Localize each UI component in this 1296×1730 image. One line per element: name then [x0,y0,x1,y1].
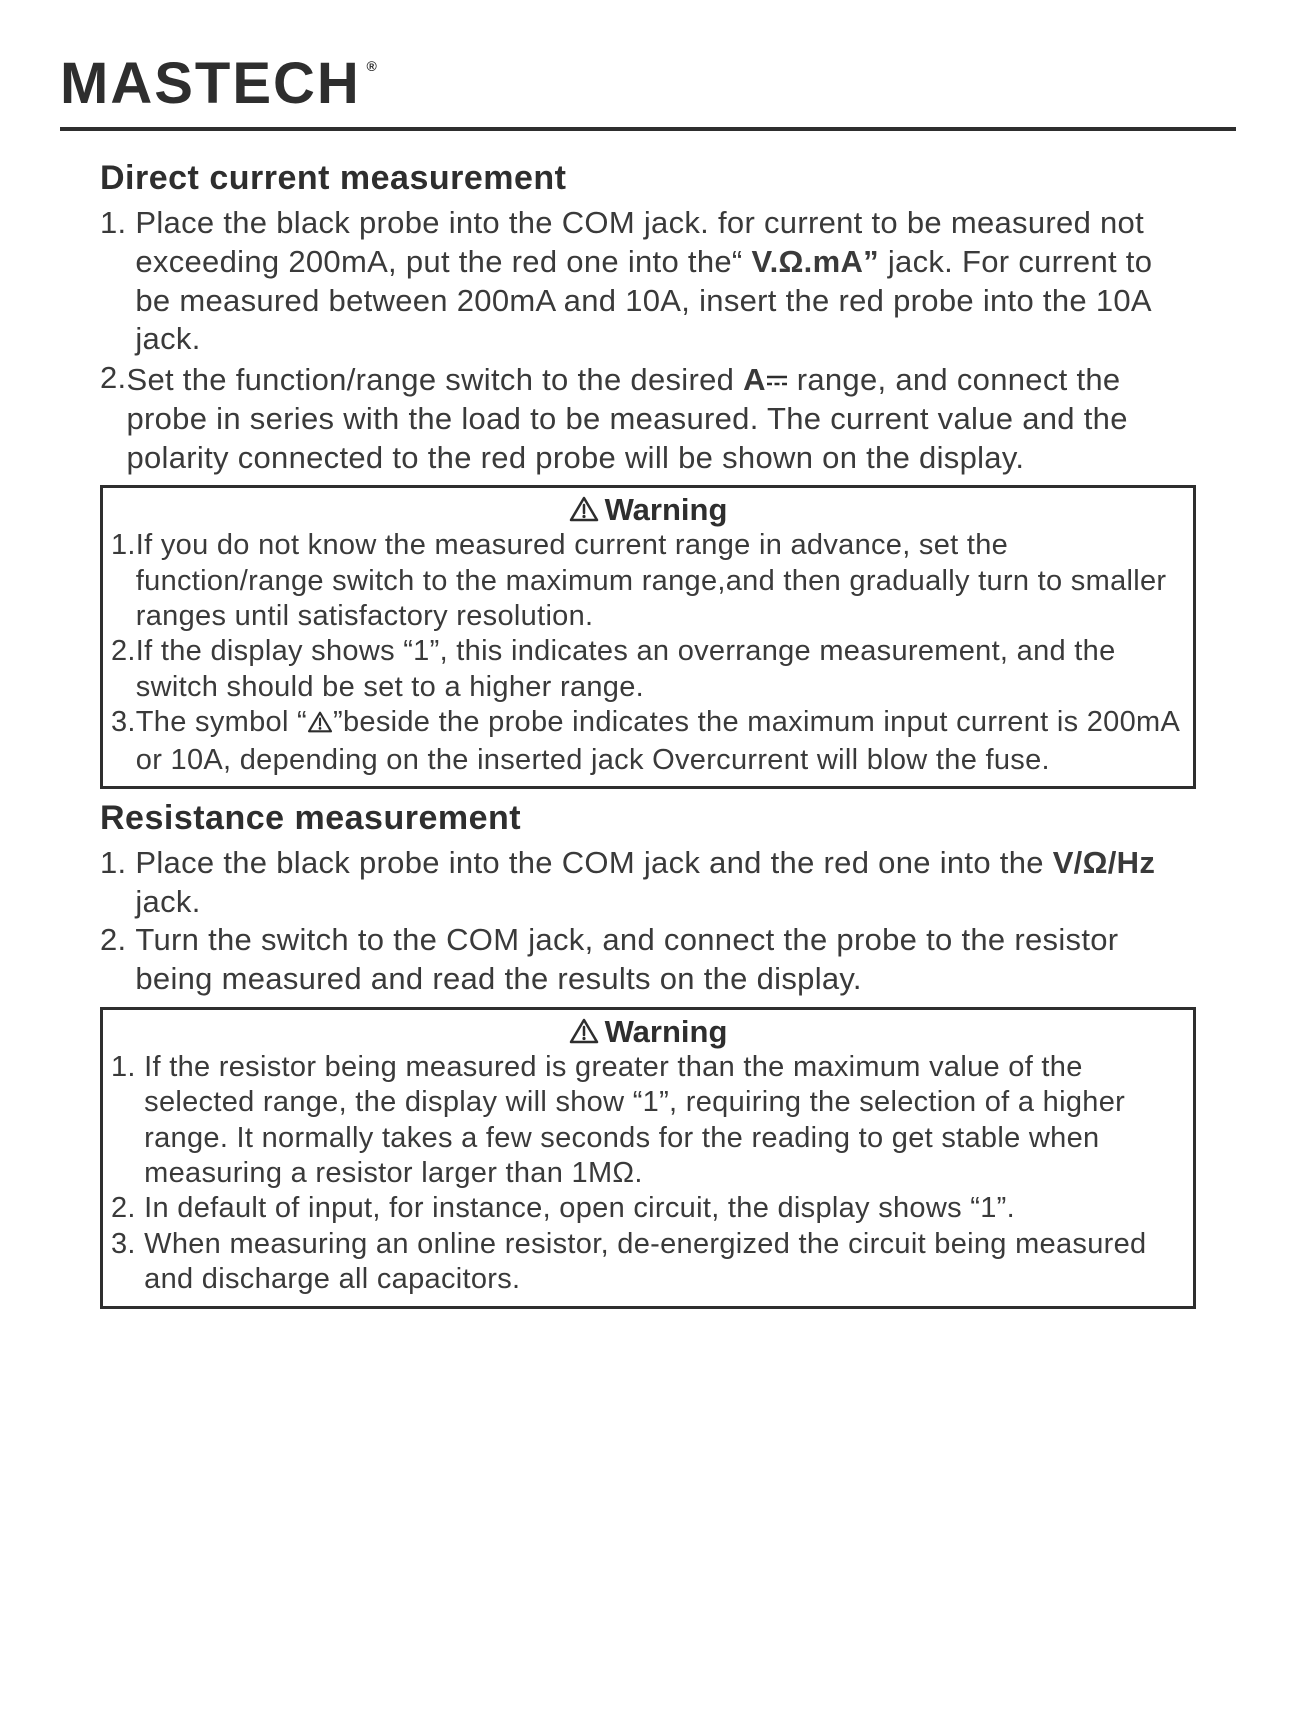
step-number: 1. [100,204,135,359]
step-number: 1. [100,844,135,922]
warning-heading: Warning [111,1014,1185,1050]
warning-triangle-icon [569,496,599,522]
content-area: Direct current measurement 1. Place the … [60,159,1236,1309]
res-steps: 1. Place the black probe into the COM ja… [100,844,1196,999]
header-rule [60,127,1236,131]
warning-triangle-icon [307,707,333,742]
step-number: 3. [111,705,136,778]
list-item: 1. Place the black probe into the COM ja… [100,844,1196,922]
step-text: Turn the switch to the COM jack, and con… [135,921,1196,999]
section-title-dc: Direct current measurement [100,159,1196,198]
step-number: 2. [111,1191,144,1226]
dc-warning-list: 1. If you do not know the measured curre… [111,528,1185,778]
res-warning-list: 1. If the resistor being measured is gre… [111,1050,1185,1298]
section-title-res: Resistance measurement [100,799,1196,838]
warning-heading: Warning [111,492,1185,528]
list-item: 2. Turn the switch to the COM jack, and … [100,921,1196,999]
manual-page: MASTECH ® Direct current measurement 1. … [0,0,1296,1379]
brand-logo: MASTECH ® [60,50,361,117]
step-text: If the resistor being measured is greate… [144,1050,1185,1192]
step-text: In default of input, for instance, open … [144,1191,1185,1226]
list-item: 3. When measuring an online resistor, de… [111,1227,1185,1298]
step-text: If the display shows “1”, this indicates… [136,634,1185,705]
list-item: 1. If you do not know the measured curre… [111,528,1185,634]
list-item: 2. Set the function/range switch to the … [100,359,1196,477]
step-number: 3. [111,1227,144,1298]
list-item: 1. If the resistor being measured is gre… [111,1050,1185,1192]
list-item: 2. If the display shows “1”, this indica… [111,634,1185,705]
list-item: 1. Place the black probe into the COM ja… [100,204,1196,359]
step-text: Place the black probe into the COM jack … [135,844,1196,922]
registered-mark: ® [366,58,378,74]
step-text: If you do not know the measured current … [136,528,1185,634]
warning-box-res: Warning 1. If the resistor being measure… [100,1007,1196,1309]
brand-text: MASTECH [60,51,361,116]
step-number: 2. [100,921,135,999]
step-number: 2. [111,634,136,705]
step-number: 2. [100,359,126,477]
list-item: 3. The symbol “”beside the probe indicat… [111,705,1185,778]
step-number: 1. [111,1050,144,1192]
warning-box-dc: Warning 1. If you do not know the measur… [100,485,1196,789]
step-text: When measuring an online resistor, de-en… [144,1227,1185,1298]
step-number: 1. [111,528,136,634]
step-text: Place the black probe into the COM jack.… [135,204,1196,359]
step-text: The symbol “”beside the probe indicates … [136,705,1185,778]
dc-symbol-icon [766,359,788,398]
list-item: 2. In default of input, for instance, op… [111,1191,1185,1226]
dc-steps: 1. Place the black probe into the COM ja… [100,204,1196,477]
warning-triangle-icon [569,1018,599,1044]
step-text: Set the function/range switch to the des… [126,359,1196,477]
